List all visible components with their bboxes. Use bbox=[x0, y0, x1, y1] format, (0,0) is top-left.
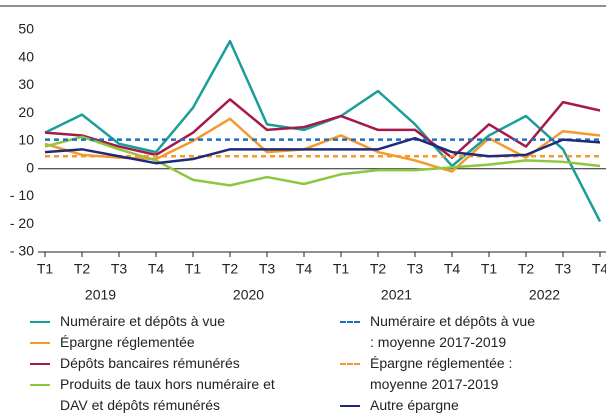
x-tick-label: T2 bbox=[222, 261, 239, 277]
year-label: 2021 bbox=[381, 287, 412, 303]
y-tick-label: - 10 bbox=[10, 187, 34, 203]
x-tick-label: T4 bbox=[444, 261, 461, 277]
x-tick-label: T3 bbox=[407, 261, 424, 277]
legend-item: Numéraire et dépôts à vue bbox=[30, 311, 340, 332]
year-label: 2022 bbox=[529, 287, 560, 303]
legend-swatch bbox=[30, 342, 50, 344]
series-line bbox=[44, 136, 601, 165]
series-line bbox=[44, 135, 601, 187]
y-tick-label: 10 bbox=[18, 132, 34, 148]
legend-label: Dépôts bancaires rémunérés bbox=[60, 355, 240, 371]
y-tick-label: 30 bbox=[18, 76, 34, 92]
legend-label: Produits de taux hors numéraire et DAV e… bbox=[60, 376, 275, 413]
legend-label: Épargne réglementée bbox=[60, 334, 195, 350]
legend-item: Autre épargne bbox=[340, 395, 540, 416]
x-tick-label: T4 bbox=[592, 261, 606, 277]
legend-item: Numéraire et dépôts à vue : moyenne 2017… bbox=[340, 311, 540, 353]
series-line bbox=[44, 39, 602, 223]
x-tick-label: T3 bbox=[259, 261, 276, 277]
y-tick-label: 0 bbox=[26, 159, 34, 175]
y-tick-label: 40 bbox=[18, 48, 34, 64]
legend-swatch bbox=[340, 405, 360, 407]
year-label: 2019 bbox=[85, 287, 116, 303]
y-tick-label: - 30 bbox=[10, 243, 34, 259]
x-tick-label: T4 bbox=[296, 261, 313, 277]
legend-swatch bbox=[30, 321, 50, 323]
x-tick-label: T1 bbox=[185, 261, 202, 277]
legend-swatch bbox=[30, 384, 50, 386]
x-tick-label: T1 bbox=[481, 261, 498, 277]
y-tick-label: 50 bbox=[18, 21, 34, 37]
legend: Numéraire et dépôts à vue Épargne régleme… bbox=[0, 311, 606, 416]
legend-column: Numéraire et dépôts à vue Épargne régleme… bbox=[30, 311, 340, 416]
x-tick-label: T1 bbox=[37, 261, 54, 277]
x-tick-label: T1 bbox=[333, 261, 350, 277]
legend-label: Numéraire et dépôts à vue bbox=[60, 313, 225, 329]
y-tick-label: - 20 bbox=[10, 215, 34, 231]
legend-label: Autre épargne bbox=[370, 397, 459, 413]
legend-label: Numéraire et dépôts à vue : moyenne 2017… bbox=[370, 313, 535, 350]
x-tick-label: T2 bbox=[518, 261, 535, 277]
legend-swatch bbox=[340, 363, 360, 365]
x-tick-label: T3 bbox=[111, 261, 128, 277]
y-tick-label: 20 bbox=[18, 104, 34, 120]
x-tick-label: T3 bbox=[555, 261, 572, 277]
legend-item: Produits de taux hors numéraire et DAV e… bbox=[30, 374, 340, 416]
legend-column: Numéraire et dépôts à vue : moyenne 2017… bbox=[340, 311, 540, 416]
legend-label: Épargne réglementée : moyenne 2017-2019 bbox=[370, 355, 513, 392]
x-tick-label: T2 bbox=[370, 261, 387, 277]
series-line bbox=[44, 98, 601, 159]
legend-swatch bbox=[30, 363, 50, 365]
legend-item: Dépôts bancaires rémunérés bbox=[30, 353, 340, 374]
legend-swatch bbox=[340, 321, 360, 323]
year-label: 2020 bbox=[233, 287, 264, 303]
x-tick-label: T2 bbox=[74, 261, 91, 277]
legend-item: Épargne réglementée : moyenne 2017-2019 bbox=[340, 353, 540, 395]
x-tick-label: T4 bbox=[148, 261, 165, 277]
legend-item: Épargne réglementée bbox=[30, 332, 340, 353]
series-line bbox=[44, 117, 601, 173]
